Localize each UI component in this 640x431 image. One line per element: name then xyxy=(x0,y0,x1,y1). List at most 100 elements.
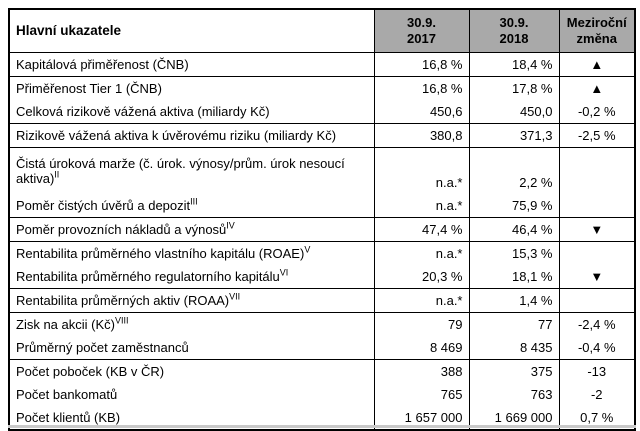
report-page: Hlavní ukazatele 30.9. 2017 30.9. 2018 M… xyxy=(8,8,636,431)
value-2018: 17,8 % xyxy=(468,76,559,100)
row-label: Průměrný počet zaměstnanců xyxy=(9,336,374,360)
table-title: Hlavní ukazatele xyxy=(8,8,375,53)
change-value xyxy=(558,288,635,313)
row-label-text: Počet bankomatů xyxy=(16,387,118,402)
footnote-superscript: IV xyxy=(226,220,235,231)
row-label: Rentabilita průměrného vlastního kapitál… xyxy=(9,242,374,266)
row-label: Počet bankomatů xyxy=(9,383,374,406)
row-label-text: Rentabilita průměrného regulatorního kap… xyxy=(16,269,280,284)
change-value xyxy=(558,147,635,194)
table-row: Poměr provozních nákladů a výnosůIV 47,4… xyxy=(9,217,635,242)
table-row: Zisk na akcii (Kč)VIII 79 77 -2,4 % xyxy=(9,312,635,337)
column-header-2018: 30.9. 2018 xyxy=(468,8,560,53)
value-2018: 375 xyxy=(468,359,559,383)
value-2017: 79 xyxy=(373,312,469,336)
value-2017: 16,8 % xyxy=(373,52,469,77)
row-label-text: Kapitálová přiměřenost (ČNB) xyxy=(16,57,189,72)
value-2018: 18,4 % xyxy=(468,52,559,77)
value-2018: 2,2 % xyxy=(468,147,559,194)
value-2018: 15,3 % xyxy=(468,241,559,265)
table-bottom-shadow xyxy=(8,425,636,428)
change-value: -2 xyxy=(558,383,635,406)
row-label-text: Čistá úroková marže (č. úrok. výnosy/prů… xyxy=(16,156,345,186)
row-label-text: Průměrný počet zaměstnanců xyxy=(16,340,189,355)
change-value: ▲ xyxy=(558,76,635,100)
row-label-text: Rentabilita průměrného vlastního kapitál… xyxy=(16,246,305,261)
column-header-yoy-line1: Meziroční xyxy=(566,15,627,30)
table-row: Počet bankomatů 765 763 -2 xyxy=(9,383,635,406)
row-label: Počet klientů (KB) xyxy=(9,406,374,430)
row-label: Poměr čistých úvěrů a depozitIII xyxy=(9,194,374,218)
value-2018: 77 xyxy=(468,312,559,336)
table-row: Celková rizikově vážená aktiva (miliardy… xyxy=(9,100,635,124)
change-value: ▲ xyxy=(558,52,635,77)
footnote-superscript: II xyxy=(54,169,60,180)
column-header-2017-line2: 2017 xyxy=(407,31,436,46)
value-2017: n.a.* xyxy=(373,147,469,194)
value-2017: 380,8 xyxy=(373,123,469,148)
value-2017: 47,4 % xyxy=(373,217,469,242)
value-2018: 371,3 xyxy=(468,123,559,148)
table-header: Hlavní ukazatele 30.9. 2017 30.9. 2018 M… xyxy=(8,8,636,53)
change-value: -0,2 % xyxy=(558,100,635,124)
column-header-2017-line1: 30.9. xyxy=(407,15,436,30)
row-label-text: Počet klientů (KB) xyxy=(16,410,121,425)
column-header-2018-line1: 30.9. xyxy=(499,15,529,30)
value-2018: 46,4 % xyxy=(468,217,559,242)
value-2017: 450,6 xyxy=(373,100,469,124)
value-2017: 16,8 % xyxy=(373,76,469,100)
table-row: Rizikově vážená aktiva k úvěrovému rizik… xyxy=(9,123,635,148)
row-label: Rizikově vážená aktiva k úvěrovému rizik… xyxy=(9,123,374,148)
change-value: -13 xyxy=(558,359,635,383)
value-2018: 8 435 xyxy=(468,336,559,360)
row-label: Počet poboček (KB v ČR) xyxy=(9,360,374,384)
row-label: Rentabilita průměrného regulatorního kap… xyxy=(9,265,374,289)
value-2018: 18,1 % xyxy=(468,265,559,289)
value-2017: 8 469 xyxy=(373,336,469,360)
row-label: Čistá úroková marže (č. úrok. výnosy/prů… xyxy=(9,148,374,195)
footnote-superscript: VIII xyxy=(114,315,129,326)
row-label: Zisk na akcii (Kč)VIII xyxy=(9,313,374,337)
row-label-text: Přiměřenost Tier 1 (ČNB) xyxy=(16,81,162,96)
value-2017: n.a.* xyxy=(373,288,469,313)
column-header-2017: 30.9. 2017 xyxy=(373,8,470,53)
footnote-superscript: III xyxy=(190,196,198,207)
row-label-text: Poměr provozních nákladů a výnosů xyxy=(16,222,227,237)
row-label-text: Rentabilita průměrných aktiv (ROAA) xyxy=(16,293,230,308)
header-row: Hlavní ukazatele 30.9. 2017 30.9. 2018 M… xyxy=(8,8,636,53)
row-label: Rentabilita průměrných aktiv (ROAA)VII xyxy=(9,288,374,313)
column-header-yoy-change: Meziroční změna xyxy=(558,8,636,53)
value-2018: 75,9 % xyxy=(468,194,559,218)
table-row: Počet poboček (KB v ČR) 388 375 -13 xyxy=(9,359,635,384)
row-label-text: Poměr čistých úvěrů a depozit xyxy=(16,198,191,213)
value-2018: 450,0 xyxy=(468,100,559,124)
value-2017: 388 xyxy=(373,359,469,383)
value-2018: 763 xyxy=(468,383,559,406)
row-label: Celková rizikově vážená aktiva (miliardy… xyxy=(9,100,374,124)
value-2018: 1,4 % xyxy=(468,288,559,313)
indicators-table: Hlavní ukazatele 30.9. 2017 30.9. 2018 M… xyxy=(8,8,636,431)
footnote-superscript: VI xyxy=(279,267,289,278)
change-value: ▼ xyxy=(558,265,635,289)
table-row: Rentabilita průměrných aktiv (ROAA)VII n… xyxy=(9,288,635,313)
table-row: Průměrný počet zaměstnanců 8 469 8 435 -… xyxy=(9,336,635,360)
row-label: Poměr provozních nákladů a výnosůIV xyxy=(9,217,374,242)
table-row: Poměr čistých úvěrů a depozitIII n.a.* 7… xyxy=(9,194,635,218)
row-label: Kapitálová přiměřenost (ČNB) xyxy=(9,52,374,77)
table-row: Rentabilita průměrného vlastního kapitál… xyxy=(9,241,635,266)
table-row: Přiměřenost Tier 1 (ČNB) 16,8 % 17,8 % ▲ xyxy=(9,76,635,101)
change-value xyxy=(558,241,635,265)
value-2017: n.a.* xyxy=(373,241,469,265)
value-2017: 20,3 % xyxy=(373,265,469,289)
change-value: ▼ xyxy=(558,217,635,242)
column-header-2018-line2: 2018 xyxy=(499,31,529,46)
row-label-text: Počet poboček (KB v ČR) xyxy=(16,364,165,379)
row-label-text: Zisk na akcii (Kč) xyxy=(16,317,115,332)
change-value xyxy=(558,194,635,218)
change-value: -2,5 % xyxy=(558,123,635,148)
table-row: Kapitálová přiměřenost (ČNB) 16,8 % 18,4… xyxy=(9,52,635,77)
footnote-superscript: VII xyxy=(229,291,241,302)
table-body: Kapitálová přiměřenost (ČNB) 16,8 % 18,4… xyxy=(9,52,635,430)
row-label: Přiměřenost Tier 1 (ČNB) xyxy=(9,77,374,101)
table-row: Rentabilita průměrného regulatorního kap… xyxy=(9,265,635,289)
